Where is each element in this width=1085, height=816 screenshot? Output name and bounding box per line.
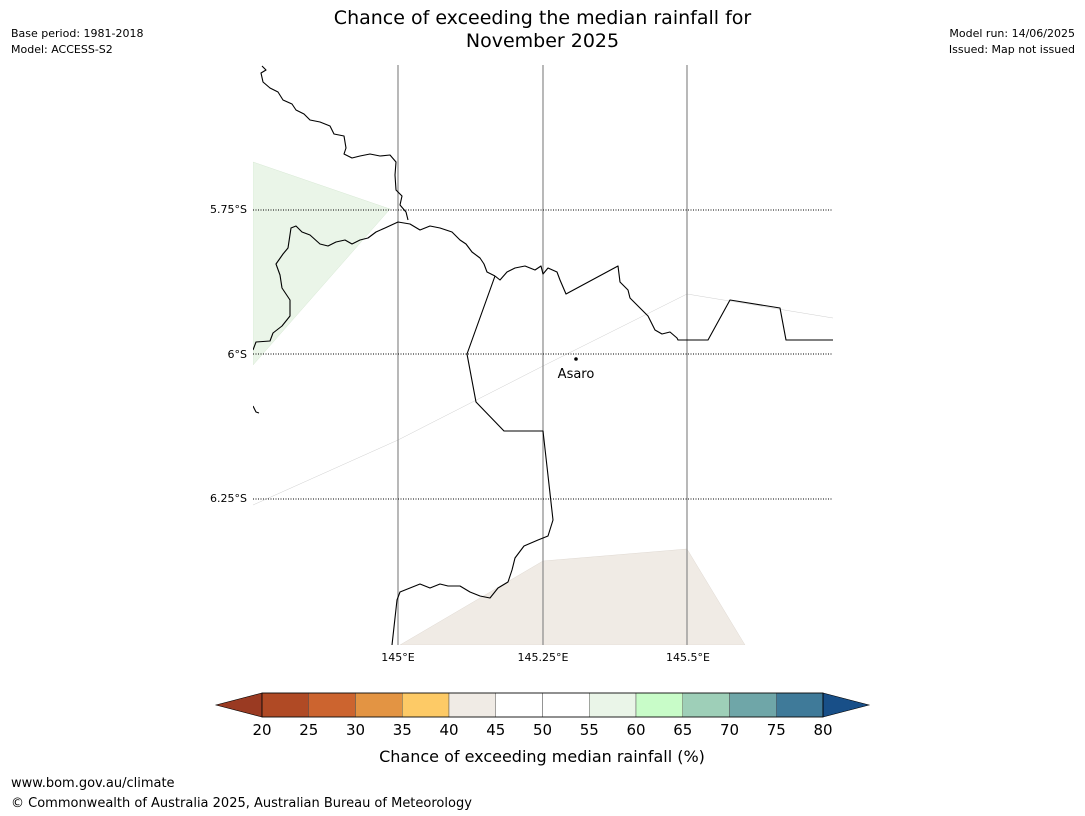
colorbar-segment (635, 692, 683, 718)
parallels (253, 209, 833, 500)
colorbar-segment (729, 692, 777, 718)
lat-label-6: 6°S (228, 348, 247, 361)
place-marker-asaro[interactable]: Asaro (558, 357, 595, 382)
lat-label-5-75: 5.75°S (210, 203, 247, 216)
province-border-south (391, 275, 554, 645)
model-run-text: Model run: 14/06/2025 (949, 27, 1075, 40)
shading-55-60-region (253, 161, 391, 366)
place-label: Asaro (558, 367, 595, 382)
province-border-main (494, 265, 833, 341)
province-border-north (260, 65, 409, 221)
colorbar-tick-label: 55 (580, 721, 599, 739)
colorbar-tick-label: 40 (439, 721, 458, 739)
lon-labels: 145°E 145.25°E 145.5°E (381, 651, 710, 664)
footer-copyright: © Commonwealth of Australia 2025, Austra… (11, 796, 472, 811)
place-dot (574, 357, 578, 361)
colorbar-title: Chance of exceeding median rainfall (%) (379, 747, 705, 766)
colorbar-segment (495, 692, 543, 718)
borders (253, 65, 833, 645)
colorbar-tick-label: 20 (252, 721, 271, 739)
model-text: Model: ACCESS-S2 (11, 43, 113, 56)
footer-url[interactable]: www.bom.gov.au/climate (11, 776, 175, 791)
colorbar-segment (542, 692, 590, 718)
colorbar-segment (589, 692, 637, 718)
lon-label-145: 145°E (381, 651, 414, 664)
colorbar-extend-low (214, 692, 263, 718)
colorbar-tick-label: 70 (720, 721, 739, 739)
province-border-west (253, 221, 496, 351)
colorbar: 20 25 30 35 40 45 50 55 60 65 70 75 80 (214, 692, 871, 739)
title-line-1: Chance of exceeding the median rainfall … (333, 7, 752, 29)
border-fragment (253, 405, 260, 414)
colorbar-tick-label: 30 (346, 721, 365, 739)
map-title: Chance of exceeding the median rainfall … (0, 7, 1085, 53)
base-period-text: Base period: 1981-2018 (11, 27, 144, 40)
colorbar-segment (308, 692, 356, 718)
title-line-2: November 2025 (465, 30, 620, 52)
colorbar-tick-label: 65 (673, 721, 692, 739)
colorbar-segment (448, 692, 496, 718)
colorbar-segment (682, 692, 730, 718)
lon-label-145-5: 145.5°E (666, 651, 710, 664)
colorbar-extend-high (822, 692, 871, 718)
lat-labels: 5.75°S 6°S 6.25°S (210, 203, 247, 505)
colorbar-tick-label: 35 (393, 721, 412, 739)
colorbar-segment (261, 692, 309, 718)
colorbar-segment (402, 692, 450, 718)
lon-label-145-25: 145.25°E (518, 651, 569, 664)
colorbar-segment (355, 692, 403, 718)
shading-40-45-region (399, 548, 746, 645)
colorbar-outline (261, 692, 824, 718)
colorbar-tick-label: 80 (813, 721, 832, 739)
colorbar-tick-label: 50 (533, 721, 552, 739)
colorbar-tick-label: 60 (626, 721, 645, 739)
issued-text: Issued: Map not issued (948, 43, 1075, 56)
lat-label-6-25: 6.25°S (210, 492, 247, 505)
colorbar-tick-label: 75 (767, 721, 786, 739)
colorbar-tick-label: 25 (299, 721, 318, 739)
colorbar-segment (776, 692, 824, 718)
meridians (397, 65, 688, 645)
metadata-left: Base period: 1981-2018 Model: ACCESS-S2 (11, 26, 143, 58)
colorbar-tick-label: 45 (486, 721, 505, 739)
metadata-right: Model run: 14/06/2025 Issued: Map not is… (949, 26, 1075, 58)
